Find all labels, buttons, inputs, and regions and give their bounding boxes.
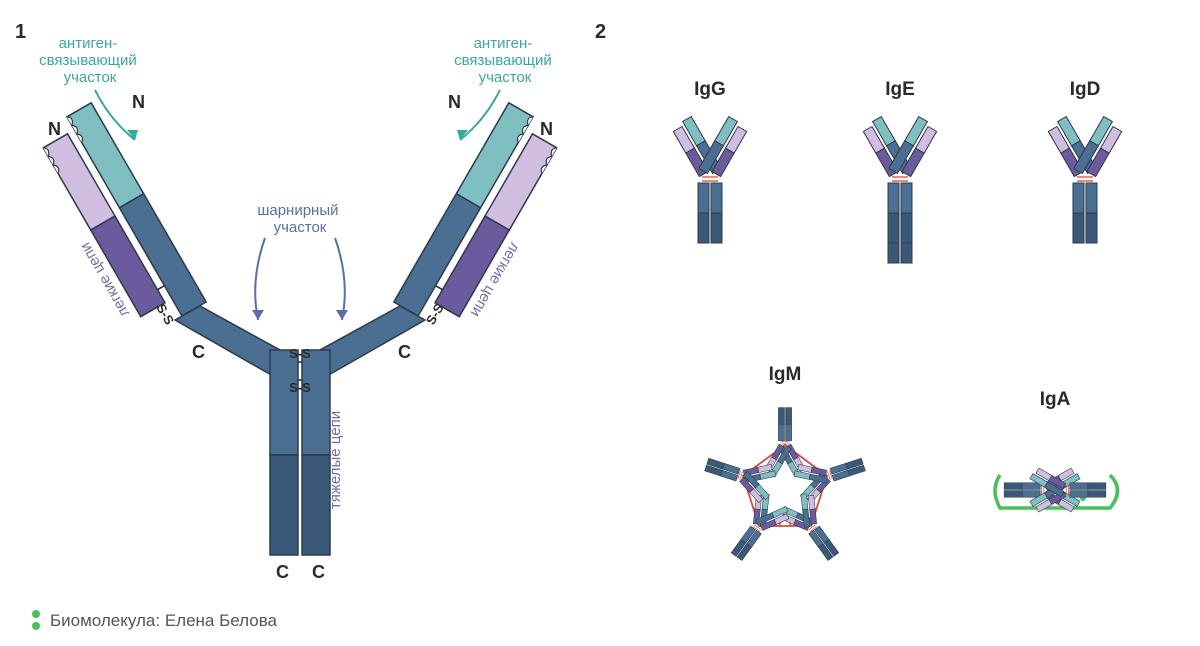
hinge-label: шарнирный участок bbox=[257, 202, 342, 236]
n-label: N bbox=[448, 92, 461, 112]
panel-2: 2 bbox=[595, 21, 1124, 569]
c-label: C bbox=[192, 342, 205, 362]
credit-text: Биомолекула: Елена Белова bbox=[50, 611, 278, 630]
igm-title: IgM bbox=[769, 364, 802, 385]
panel-1: 1 антиген- связывающий участок антиген- … bbox=[15, 21, 582, 582]
panel-1-number: 1 bbox=[15, 21, 26, 43]
diagram-canvas: 1 антиген- связывающий участок антиген- … bbox=[0, 0, 1200, 646]
igg-title: IgG bbox=[694, 79, 726, 100]
heavy-chain-label: тяжелые цепи bbox=[327, 411, 344, 509]
antigen-label-right: антиген- связывающий участок bbox=[454, 35, 556, 86]
right-arm: S-S легкие цепи bbox=[393, 103, 582, 345]
igd-icon bbox=[1046, 117, 1123, 243]
c-label: C bbox=[276, 562, 289, 582]
ss-hinge-2: S-S bbox=[289, 380, 311, 395]
c-label: C bbox=[312, 562, 325, 582]
ige-title: IgE bbox=[885, 79, 915, 100]
arrow-hinge-left bbox=[255, 238, 265, 320]
igm-icon bbox=[700, 408, 870, 570]
ige-icon bbox=[861, 117, 938, 263]
antigen-label-left: антиген- связывающий участок bbox=[39, 35, 141, 86]
n-label: N bbox=[48, 119, 61, 139]
credit-line: Биомолекула: Елена Белова bbox=[32, 610, 278, 630]
left-hinge-connector bbox=[175, 306, 280, 380]
arrow-hinge-right bbox=[335, 238, 345, 320]
iga-title: IgA bbox=[1040, 389, 1071, 410]
left-arm: S-S легкие цепи bbox=[18, 103, 207, 346]
panel-2-number: 2 bbox=[595, 21, 606, 43]
igg-icon bbox=[671, 117, 748, 243]
fc-stem: S-S S-S тяжелые цепи bbox=[270, 346, 344, 555]
c-label: C bbox=[398, 342, 411, 362]
ss-hinge-1: S-S bbox=[289, 346, 311, 361]
n-label: N bbox=[132, 92, 145, 112]
iga-icon bbox=[995, 467, 1118, 513]
igd-title: IgD bbox=[1070, 79, 1101, 100]
n-label: N bbox=[540, 119, 553, 139]
